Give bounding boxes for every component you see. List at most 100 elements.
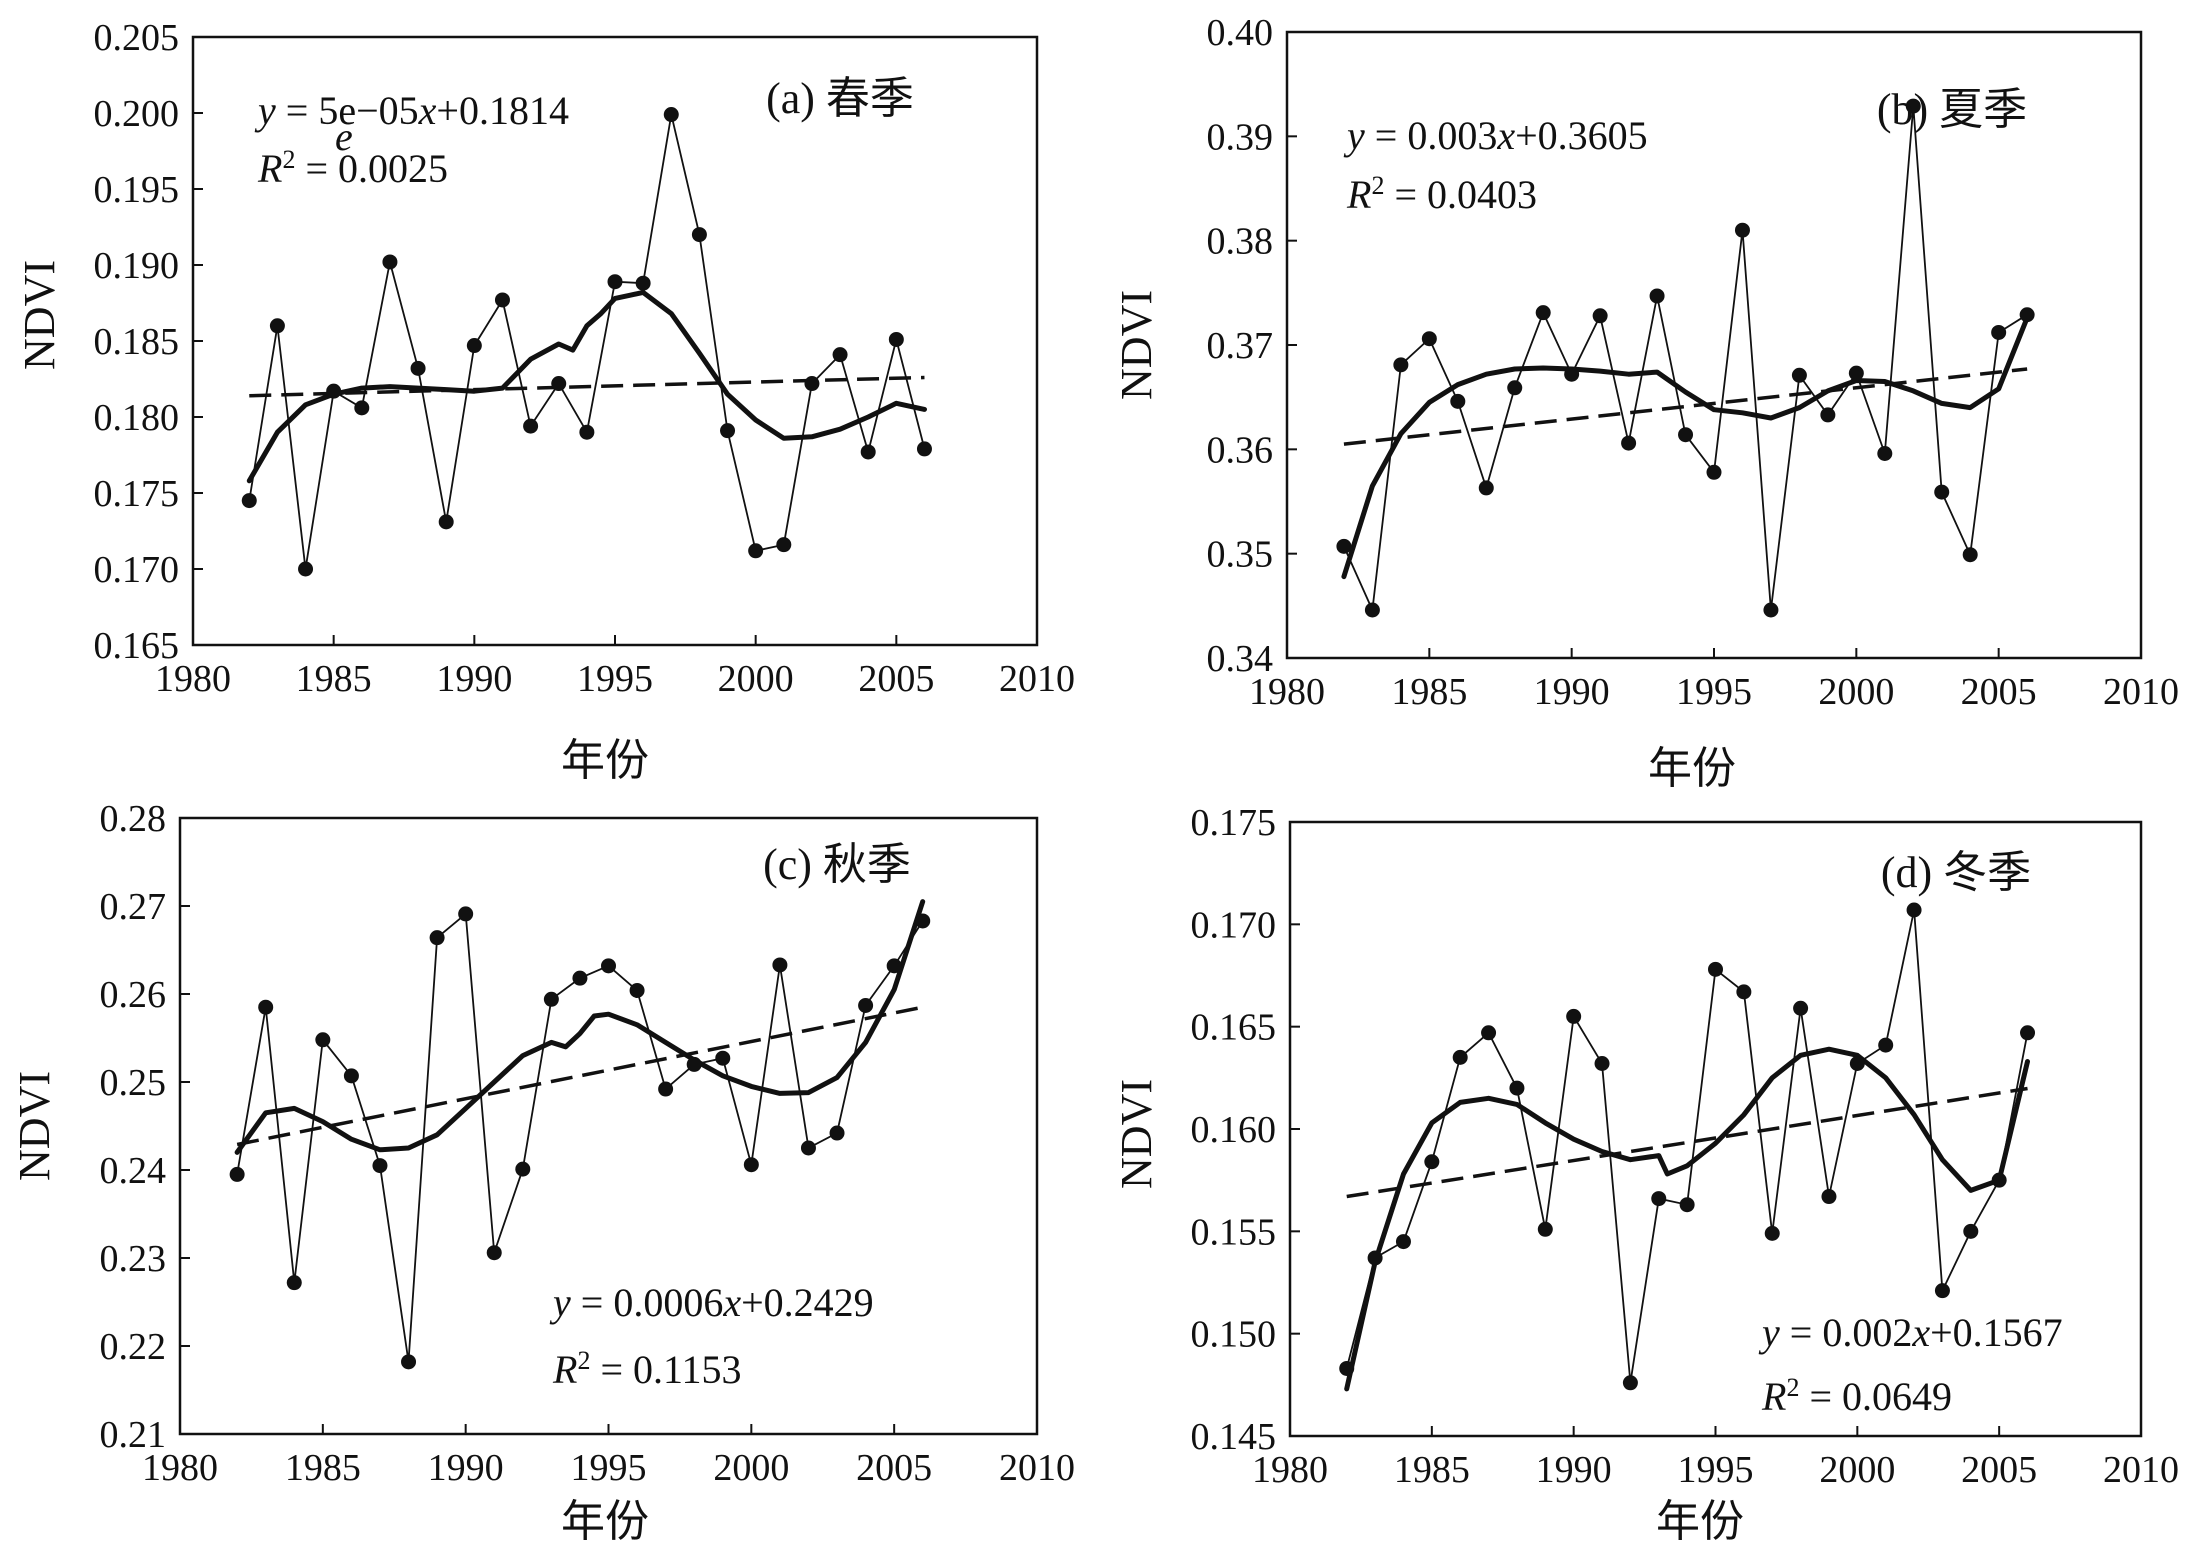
- y-axis-label: NDVI: [10, 1071, 59, 1181]
- x-tick-label: 1980: [142, 1447, 218, 1489]
- y-axis-label: NDVI: [15, 260, 64, 370]
- data-point: [720, 423, 736, 439]
- y-tick-label: 0.170: [1191, 904, 1277, 946]
- x-tick-label: 2010: [999, 1447, 1075, 1489]
- x-tick-label: 2000: [713, 1447, 789, 1489]
- eq-prefix: = 0.003: [1365, 113, 1498, 158]
- x-tick-label: 2005: [856, 1447, 932, 1489]
- y-tick-label: 0.38: [1207, 221, 1274, 263]
- smoothed-trend-curve: [234, 899, 926, 1155]
- panel-a-spring: 1980 1985 1990 1995 2000 2005 2010 0.165 0.170 0.…: [15, 17, 1075, 785]
- x-tick-label: 1995: [571, 1447, 647, 1489]
- data-point: [804, 376, 820, 392]
- data-point: [916, 441, 932, 457]
- data-point: [229, 1166, 245, 1182]
- data-point: [1509, 1080, 1525, 1096]
- eq-x: x: [1911, 1310, 1930, 1355]
- x-tick-label: 1980: [1252, 1449, 1328, 1491]
- x-axis-label: 年份: [561, 736, 649, 785]
- data-point: [241, 493, 257, 509]
- x-axis-label: 年份: [1648, 744, 1736, 793]
- data-point: [743, 1157, 759, 1173]
- data-point: [686, 1056, 702, 1072]
- x-tick-label: 2000: [1819, 1449, 1895, 1491]
- data-point: [466, 338, 482, 354]
- data-point: [382, 254, 398, 270]
- data-point: [915, 913, 931, 929]
- x-tick-label: 1995: [577, 658, 653, 700]
- data-point: [888, 331, 904, 347]
- r-squared: R2 = 0.0025: [257, 145, 448, 191]
- y-axis-label: NDVI: [1112, 1079, 1161, 1189]
- y-tick-label: 0.175: [1191, 802, 1277, 844]
- x-tick-label: 2010: [2103, 1449, 2179, 1491]
- data-point: [772, 957, 788, 973]
- eq-suffix: +0.2429: [741, 1280, 874, 1325]
- data-point: [1849, 1056, 1865, 1072]
- data-point: [1905, 98, 1921, 114]
- data-point: [579, 424, 595, 440]
- y-tick-label: 0.28: [100, 798, 167, 840]
- data-point: [1424, 1154, 1440, 1170]
- data-point: [372, 1158, 388, 1174]
- data-point: [1878, 1037, 1894, 1053]
- data-point: [886, 958, 902, 974]
- data-point: [410, 360, 426, 376]
- data-point: [1991, 324, 2007, 340]
- y-tick-label: 0.175: [94, 473, 180, 515]
- data-point: [523, 418, 539, 434]
- data-point: [543, 991, 559, 1007]
- data-point: [1507, 380, 1523, 396]
- data-point: [1963, 1223, 1979, 1239]
- eq-x: x: [722, 1280, 741, 1325]
- r2-r: R: [257, 146, 282, 191]
- data-point: [1736, 984, 1752, 1000]
- eq-x: x: [1496, 113, 1515, 158]
- panel-title: (c) 秋季: [763, 840, 911, 889]
- data-point: [1395, 1234, 1411, 1250]
- y-tick-label: 0.23: [100, 1238, 167, 1280]
- eq-x: x: [418, 88, 437, 133]
- data-point: [1336, 538, 1352, 554]
- data-point: [1535, 305, 1551, 321]
- data-point: [401, 1354, 417, 1370]
- x-tick-label: 1990: [1534, 671, 1610, 713]
- data-point: [315, 1032, 331, 1048]
- y-tick-label: 0.170: [94, 549, 180, 591]
- data-point: [1594, 1056, 1610, 1072]
- y-tick-label: 0.37: [1207, 325, 1274, 367]
- linear-trend-line: [1346, 1086, 2028, 1199]
- data-point: [1452, 1049, 1468, 1065]
- y-tick-label: 0.40: [1207, 12, 1274, 54]
- y-tick-label: 0.22: [100, 1326, 167, 1368]
- data-point: [1764, 1225, 1780, 1241]
- y-tick-label: 0.21: [100, 1414, 167, 1456]
- x-tick-label: 1980: [1249, 671, 1325, 713]
- y-tick-label: 0.145: [1191, 1416, 1277, 1458]
- data-point: [635, 275, 651, 291]
- x-tick-label: 1985: [296, 658, 372, 700]
- data-point: [1592, 308, 1608, 324]
- r-squared: R2 = 0.0403: [1346, 171, 1537, 217]
- x-tick-label: 2000: [1818, 671, 1894, 713]
- smoothed-trend-curve: [246, 289, 927, 484]
- eq-suffix: +0.1567: [1930, 1310, 2063, 1355]
- panel-b-summer: 1980 1985 1990 1995 2000 2005 2010 0.34 0.35 0.36…: [1112, 12, 2179, 793]
- data-point: [1763, 602, 1779, 618]
- y-tick-label: 0.25: [100, 1062, 167, 1104]
- data-point: [748, 543, 764, 559]
- y-tick-label: 0.155: [1191, 1211, 1277, 1253]
- y-tick-label: 0.24: [100, 1150, 167, 1192]
- data-point: [438, 514, 454, 530]
- data-point: [1339, 1360, 1355, 1376]
- data-point: [663, 107, 679, 123]
- data-point: [551, 376, 567, 392]
- y-tick-label: 0.27: [100, 886, 167, 928]
- r2-r: R: [552, 1347, 577, 1392]
- eq-y: y: [1758, 1310, 1780, 1355]
- data-point: [2020, 1025, 2036, 1041]
- r2-value: = 0.0649: [1799, 1374, 1952, 1419]
- data-point: [1537, 1221, 1553, 1237]
- eq-suffix: +0.3605: [1515, 113, 1648, 158]
- eq-suffix: +0.1814: [436, 88, 569, 133]
